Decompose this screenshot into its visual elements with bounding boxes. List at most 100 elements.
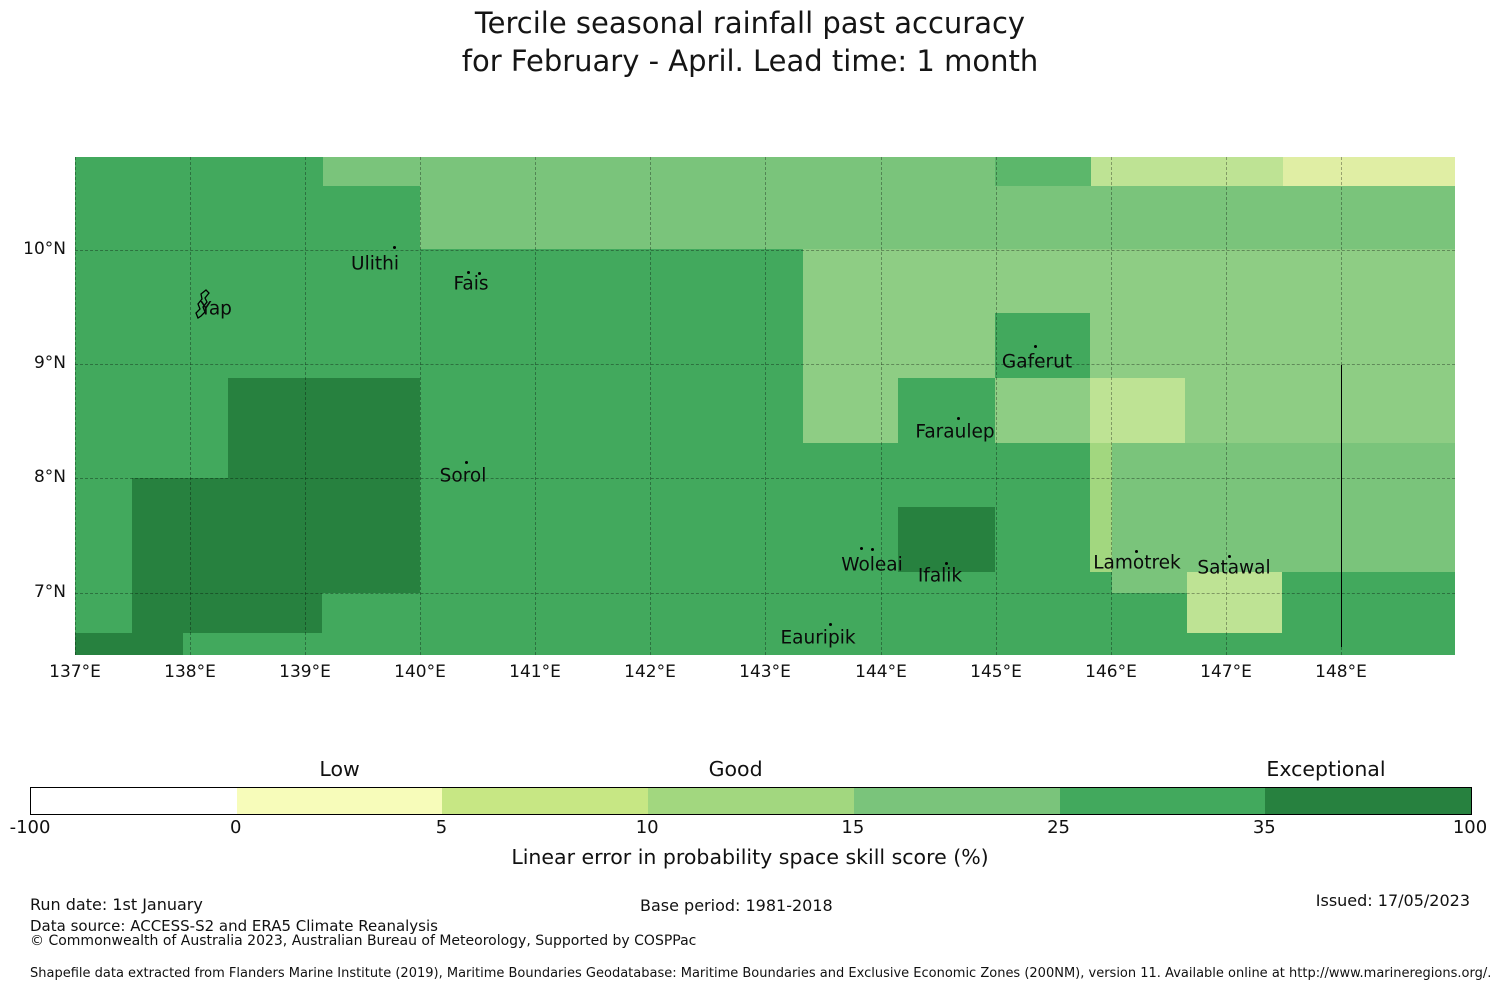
colorbar-tick-label: -100 bbox=[9, 817, 51, 838]
map-cell bbox=[1112, 443, 1282, 593]
x-tick-label: 144°E bbox=[855, 662, 907, 682]
island-marker-dot bbox=[859, 546, 863, 550]
island-marker-dot bbox=[944, 561, 948, 565]
map-cell bbox=[75, 633, 183, 655]
map-cell bbox=[995, 313, 1090, 378]
island-label-sorol: Sorol bbox=[439, 465, 487, 487]
island-label-satawal: Satawal bbox=[1197, 557, 1271, 579]
island-marker-dot bbox=[828, 622, 832, 626]
yap-island-outline bbox=[195, 289, 210, 319]
colorbar-category-good: Good bbox=[708, 757, 763, 781]
x-tick-label: 148°E bbox=[1315, 662, 1367, 682]
island-label-lamotrek: Lamotrek bbox=[1093, 552, 1181, 574]
gridline-horizontal bbox=[75, 478, 1455, 479]
gridline-vertical bbox=[305, 157, 306, 655]
island-label-woleai: Woleai bbox=[841, 554, 903, 576]
island-label-eauripik: Eauripik bbox=[780, 627, 856, 649]
gridline-vertical bbox=[1226, 157, 1227, 655]
x-tick-label: 147°E bbox=[1200, 662, 1252, 682]
island-marker-dot bbox=[1134, 549, 1138, 553]
colorbar-segment bbox=[442, 788, 649, 814]
colorbar-segment bbox=[1059, 788, 1266, 814]
footer-data-source: Data source: ACCESS-S2 and ERA5 Climate … bbox=[30, 917, 438, 935]
colorbar-segment bbox=[1265, 788, 1472, 814]
gridline-vertical bbox=[420, 157, 421, 655]
colorbar-tick-label: 10 bbox=[635, 817, 659, 838]
island-marker-dot bbox=[477, 271, 481, 275]
colorbar-tick-label: 100 bbox=[1452, 817, 1488, 838]
island-label-ifalik: Ifalik bbox=[917, 565, 963, 587]
x-tick-label: 140°E bbox=[394, 662, 446, 682]
colorbar-tick-label: 15 bbox=[841, 817, 865, 838]
chart-title-line1: Tercile seasonal rainfall past accuracy bbox=[474, 6, 1026, 40]
eez-boundary-line bbox=[1341, 365, 1342, 647]
island-label-gaferut: Gaferut bbox=[1001, 351, 1073, 373]
island-label-yap: Yap bbox=[200, 298, 232, 320]
x-tick-label: 141°E bbox=[509, 662, 561, 682]
colorbar-category-low: Low bbox=[319, 757, 360, 781]
footer-issued-date: Issued: 17/05/2023 bbox=[1315, 891, 1470, 910]
colorbar-tick-label: 25 bbox=[1047, 817, 1071, 838]
x-tick-label: 146°E bbox=[1085, 662, 1137, 682]
island-marker-dot bbox=[1227, 554, 1231, 558]
y-tick-label: 7°N bbox=[33, 582, 66, 602]
colorbar-axis-label: Linear error in probability space skill … bbox=[511, 845, 989, 869]
map-cell bbox=[1090, 443, 1112, 572]
x-tick-label: 139°E bbox=[279, 662, 331, 682]
colorbar-segment bbox=[853, 788, 1060, 814]
gridline-vertical bbox=[75, 157, 76, 655]
x-tick-label: 138°E bbox=[164, 662, 216, 682]
island-marker-dot bbox=[392, 245, 396, 249]
map-cell bbox=[898, 507, 995, 572]
map-cell bbox=[228, 378, 420, 478]
gridline-horizontal bbox=[75, 364, 1455, 365]
gridline-vertical bbox=[996, 157, 997, 655]
colorbar-tick-label: 35 bbox=[1252, 817, 1276, 838]
map-cell bbox=[1187, 572, 1282, 633]
footer-shapefile-note: Shapefile data extracted from Flanders M… bbox=[30, 966, 1492, 981]
gridline-vertical bbox=[650, 157, 651, 655]
map-plot-area: Yap Ulithi Fais Gaferut Faraulep Sorol Woleai I… bbox=[75, 157, 1455, 655]
colorbar-segment bbox=[31, 788, 237, 814]
island-label-ulithi: Ulithi bbox=[351, 253, 399, 275]
y-tick-label: 9°N bbox=[33, 353, 66, 373]
footer-base-period: Base period: 1981-2018 bbox=[640, 896, 833, 915]
map-cell bbox=[995, 157, 1091, 186]
x-tick-label: 143°E bbox=[739, 662, 791, 682]
island-marker-dot bbox=[956, 416, 960, 420]
map-cell bbox=[132, 478, 420, 593]
colorbar-category-exceptional: Exceptional bbox=[1266, 757, 1386, 781]
colorbar-tick-label: 5 bbox=[435, 817, 448, 838]
island-marker-dot bbox=[1033, 344, 1037, 348]
map-cell bbox=[1091, 157, 1283, 186]
gridline-vertical bbox=[765, 157, 766, 655]
island-label-faraulep: Faraulep bbox=[915, 421, 995, 443]
map-cell bbox=[1283, 157, 1455, 186]
gridline-vertical bbox=[190, 157, 191, 655]
x-tick-label: 137°E bbox=[49, 662, 101, 682]
map-cell bbox=[323, 157, 420, 186]
island-label-fais: Fais bbox=[453, 273, 489, 295]
colorbar-segment bbox=[648, 788, 854, 814]
colorbar bbox=[30, 787, 1472, 815]
x-tick-label: 145°E bbox=[970, 662, 1022, 682]
y-tick-label: 10°N bbox=[23, 239, 66, 259]
gridline-horizontal bbox=[75, 593, 1455, 594]
island-marker-dot bbox=[870, 547, 874, 551]
chart-title-line2: for February - April. Lead time: 1 month bbox=[461, 44, 1039, 78]
colorbar-tick-label: 0 bbox=[229, 817, 242, 838]
island-marker-dot bbox=[466, 270, 470, 274]
gridline-horizontal bbox=[75, 250, 1455, 251]
colorbar-segment bbox=[236, 788, 443, 814]
map-cell bbox=[1282, 443, 1455, 572]
map-cell bbox=[1090, 378, 1185, 443]
x-tick-label: 142°E bbox=[624, 662, 676, 682]
footer-run-date: Run date: 1st January bbox=[30, 895, 203, 914]
y-tick-label: 8°N bbox=[33, 467, 66, 487]
footer-copyright: © Commonwealth of Australia 2023, Austra… bbox=[30, 933, 697, 949]
map-cell bbox=[898, 378, 995, 443]
gridline-vertical bbox=[1111, 157, 1112, 655]
gridline-vertical bbox=[881, 157, 882, 655]
island-marker-dot bbox=[464, 460, 468, 464]
